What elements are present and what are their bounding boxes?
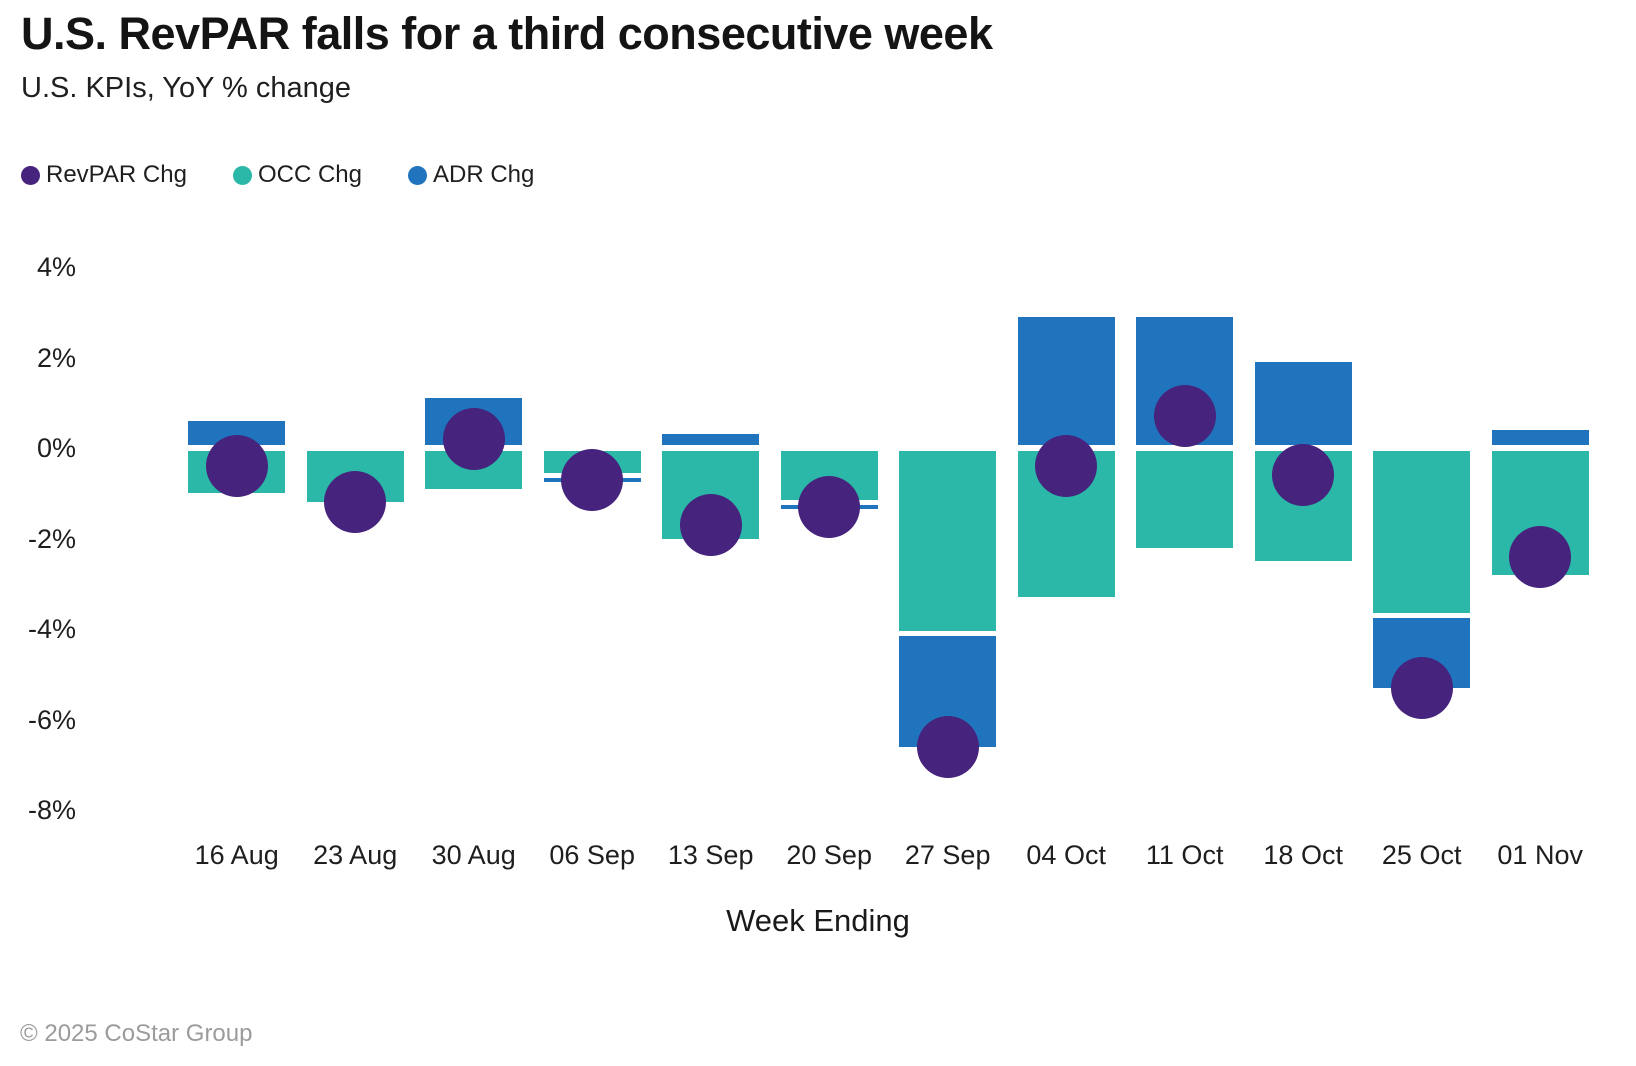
occ-bar <box>1136 450 1234 548</box>
legend-item-revpar-chg: RevPAR Chg <box>21 161 187 189</box>
y-tick-label: -6% <box>27 704 76 735</box>
y-tick-label: -8% <box>27 795 76 825</box>
revpar-dot <box>679 493 742 556</box>
y-tick-label: 0% <box>36 433 76 463</box>
adr-bar <box>662 434 760 446</box>
occ-bar <box>899 450 997 632</box>
legend-swatch-icon <box>21 165 40 185</box>
legend-item-adr-chg: ADR Chg <box>407 161 535 189</box>
adr-bar <box>1254 362 1352 446</box>
x-tick-label: 04 Oct <box>1026 840 1106 870</box>
x-tick-label: 18 Oct <box>1263 840 1343 870</box>
legend-swatch-icon <box>232 165 252 185</box>
adr-bar <box>1491 429 1589 446</box>
revpar-dot <box>442 407 505 470</box>
chart-title: U.S. RevPAR falls for a third consecutiv… <box>21 8 993 59</box>
legend-label: RevPAR Chg <box>46 161 187 188</box>
revpar-dot <box>1272 444 1335 507</box>
revpar-dot <box>1390 656 1453 719</box>
copyright-note: © 2025 CoStar Group <box>20 1020 253 1047</box>
legend: RevPAR Chg OCC Chg ADR Chg <box>21 161 534 189</box>
revpar-dot <box>205 435 268 498</box>
legend-label: OCC Chg <box>257 161 362 188</box>
revpar-dot <box>1153 385 1216 448</box>
x-tick-label: 06 Sep <box>549 840 635 870</box>
legend-item-occ-chg: OCC Chg <box>232 161 362 189</box>
chart-subtitle: U.S. KPIs, YoY % change <box>21 72 351 104</box>
x-tick-label: 27 Sep <box>904 840 991 870</box>
x-tick-label: 16 Aug <box>194 840 279 870</box>
x-tick-label: 23 Aug <box>313 840 398 870</box>
revpar-dot <box>1509 525 1572 588</box>
y-tick-label: -4% <box>27 614 76 644</box>
x-tick-label: 11 Oct <box>1145 840 1224 870</box>
y-tick-label: -2% <box>27 523 76 554</box>
legend-label: ADR Chg <box>432 161 535 188</box>
x-axis-title: Week Ending <box>726 903 910 938</box>
x-tick-label: 20 Sep <box>786 840 872 870</box>
revpar-dot <box>1035 435 1098 498</box>
adr-bar <box>1017 316 1115 446</box>
x-tick-label: 01 Nov <box>1497 840 1583 870</box>
x-tick-label: 30 Aug <box>431 840 516 870</box>
revpar-dot <box>324 471 387 534</box>
y-tick-label: 2% <box>36 342 76 373</box>
revpar-dot <box>916 715 979 778</box>
y-tick-label: 4% <box>36 252 76 282</box>
legend-swatch-icon <box>407 165 427 185</box>
occ-bar <box>1373 450 1471 613</box>
revpar-dot <box>561 448 624 511</box>
x-tick-label: 25 Oct <box>1381 840 1462 870</box>
revpar-dot <box>798 475 861 538</box>
x-tick-label: 13 Sep <box>667 840 754 870</box>
